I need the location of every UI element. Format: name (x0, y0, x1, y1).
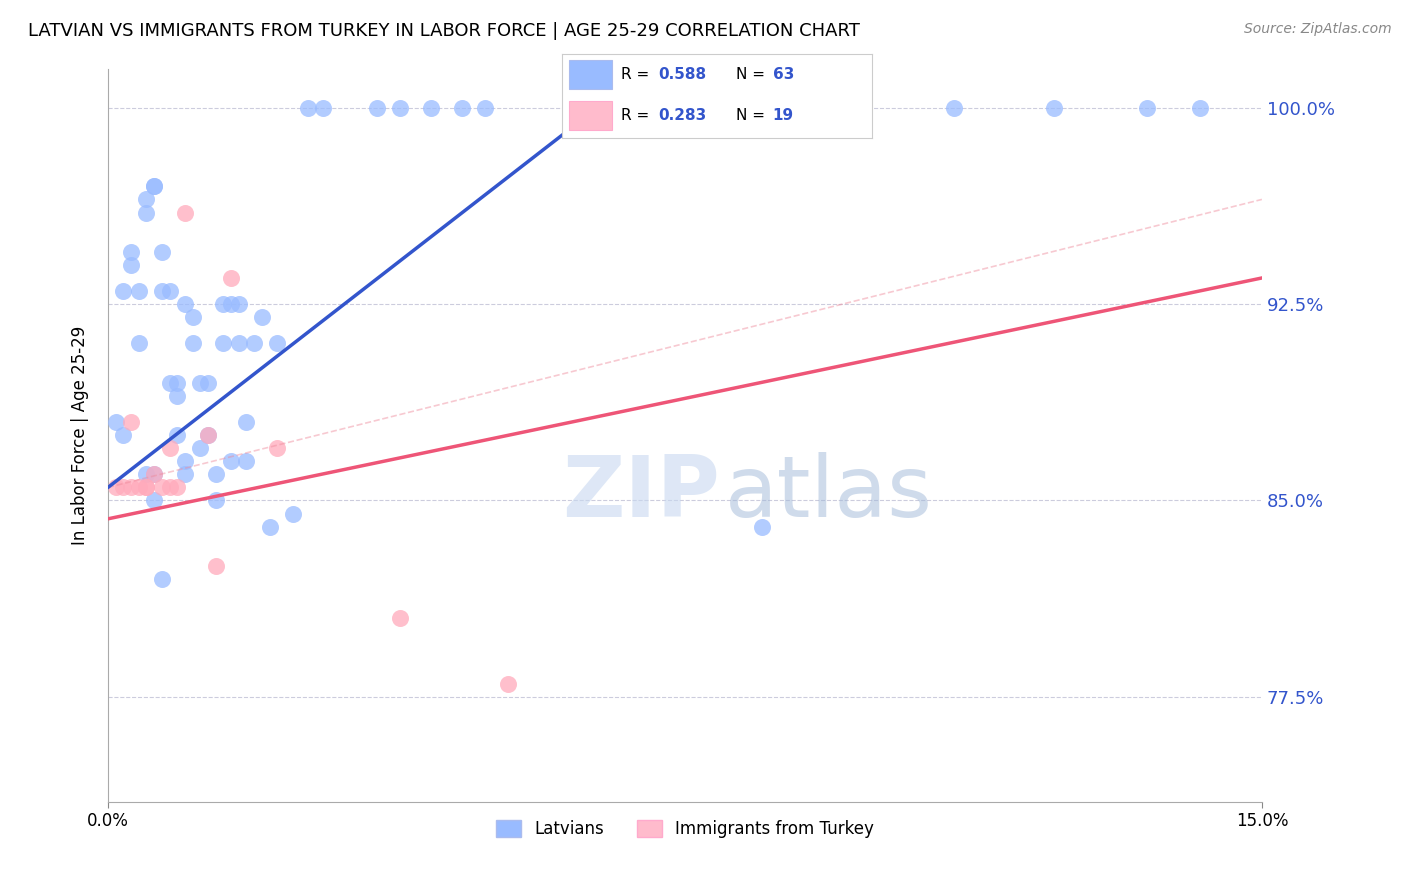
Point (212, 297, 235, 311)
Point (219, 271, 242, 285)
Text: R =: R = (621, 67, 654, 82)
Point (135, 467, 157, 482)
Point (159, 480, 181, 494)
Point (135, 205, 157, 219)
Point (197, 376, 219, 390)
Point (474, 101, 496, 115)
Point (143, 467, 166, 482)
Y-axis label: In Labor Force | Age 25-29: In Labor Force | Age 25-29 (72, 326, 89, 545)
Point (312, 101, 335, 115)
Point (851, 101, 873, 115)
Point (135, 480, 157, 494)
Text: N =: N = (735, 108, 769, 123)
Text: 0.283: 0.283 (658, 108, 707, 123)
Point (120, 480, 142, 494)
Point (143, 179, 166, 194)
Point (197, 428, 219, 442)
Point (366, 101, 388, 115)
Bar (568, 61, 612, 89)
Point (219, 297, 242, 311)
Point (212, 336, 235, 351)
Point (204, 467, 226, 482)
Point (243, 336, 266, 351)
Point (259, 519, 281, 533)
Point (135, 193, 157, 207)
Point (150, 572, 173, 586)
Text: ZIP: ZIP (562, 452, 720, 535)
Point (104, 415, 127, 429)
Text: N =: N = (735, 67, 769, 82)
Text: R =: R = (621, 108, 654, 123)
Point (596, 101, 619, 115)
Point (228, 297, 250, 311)
Point (420, 101, 443, 115)
Point (281, 507, 304, 521)
Point (174, 467, 197, 482)
Point (174, 205, 197, 219)
Point (704, 101, 727, 115)
Point (181, 310, 204, 325)
Point (389, 611, 412, 625)
Point (266, 441, 288, 455)
Point (297, 101, 319, 115)
Point (197, 428, 219, 442)
Point (150, 244, 173, 259)
Point (389, 101, 412, 115)
Point (112, 428, 135, 442)
Point (266, 336, 288, 351)
Text: Source: ZipAtlas.com: Source: ZipAtlas.com (1244, 22, 1392, 37)
Point (128, 284, 150, 298)
Point (496, 677, 519, 691)
Point (150, 284, 173, 298)
Point (174, 454, 197, 468)
Point (181, 336, 204, 351)
Point (143, 179, 166, 194)
Point (128, 480, 150, 494)
Point (450, 101, 472, 115)
Point (120, 415, 142, 429)
Point (112, 284, 135, 298)
Point (574, 101, 596, 115)
Point (204, 558, 226, 573)
Legend: Latvians, Immigrants from Turkey: Latvians, Immigrants from Turkey (489, 813, 882, 845)
Point (188, 376, 211, 390)
Point (204, 493, 226, 508)
Point (135, 480, 157, 494)
Point (159, 441, 181, 455)
Point (120, 258, 142, 272)
Point (235, 454, 257, 468)
Point (188, 441, 211, 455)
Point (166, 376, 188, 390)
Text: LATVIAN VS IMMIGRANTS FROM TURKEY IN LABOR FORCE | AGE 25-29 CORRELATION CHART: LATVIAN VS IMMIGRANTS FROM TURKEY IN LAB… (28, 22, 860, 40)
Point (174, 297, 197, 311)
Point (789, 101, 811, 115)
Point (166, 480, 188, 494)
Point (159, 284, 181, 298)
Point (1043, 101, 1066, 115)
Point (228, 336, 250, 351)
Point (143, 467, 166, 482)
Text: 0.588: 0.588 (658, 67, 706, 82)
Bar (568, 101, 612, 130)
Point (250, 310, 273, 325)
Point (159, 376, 181, 390)
Point (120, 244, 142, 259)
Text: 19: 19 (773, 108, 794, 123)
Point (1135, 101, 1157, 115)
Text: 63: 63 (773, 67, 794, 82)
Point (1189, 101, 1212, 115)
Point (235, 415, 257, 429)
Point (166, 428, 188, 442)
Point (112, 480, 135, 494)
Point (150, 480, 173, 494)
Point (219, 454, 242, 468)
Point (751, 519, 773, 533)
Text: atlas: atlas (725, 452, 934, 535)
Point (104, 480, 127, 494)
Point (166, 389, 188, 403)
Point (143, 493, 166, 508)
Point (943, 101, 966, 115)
Point (128, 336, 150, 351)
